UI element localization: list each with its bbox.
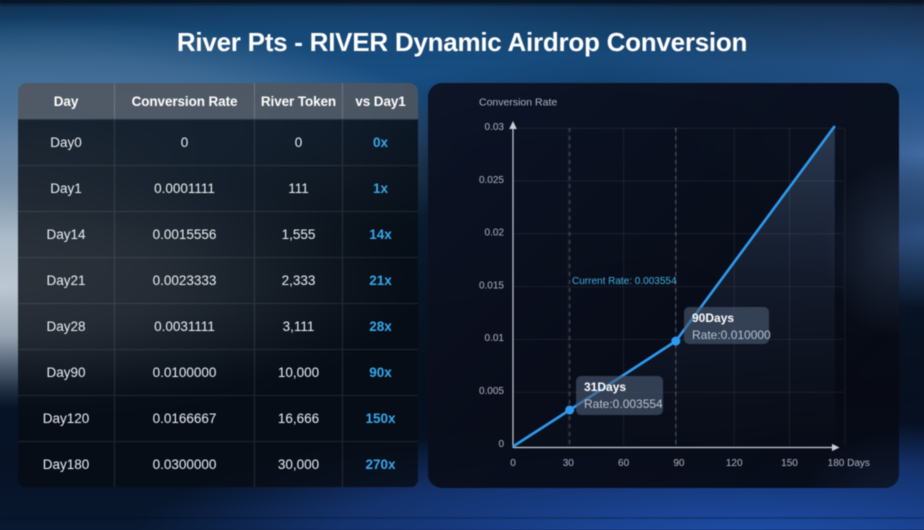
svg-text:0.025: 0.025 — [479, 175, 504, 186]
svg-text:0.03: 0.03 — [485, 122, 505, 133]
svg-text:150: 150 — [781, 458, 798, 469]
svg-text:31Days: 31Days — [584, 380, 626, 394]
svg-text:Current Rate: 0.003554: Current Rate: 0.003554 — [572, 276, 677, 287]
svg-text:120: 120 — [726, 458, 743, 469]
svg-text:90: 90 — [673, 458, 685, 469]
svg-text:Rate:0.003554: Rate:0.003554 — [584, 397, 663, 411]
svg-text:30: 30 — [563, 458, 575, 469]
svg-text:0.005: 0.005 — [479, 386, 504, 397]
svg-text:0.02: 0.02 — [485, 228, 505, 239]
svg-text:0.015: 0.015 — [479, 280, 504, 291]
svg-text:0: 0 — [510, 458, 516, 469]
svg-text:Rate:0.010000: Rate:0.010000 — [692, 328, 771, 342]
svg-text:180 Days: 180 Days — [828, 458, 870, 469]
svg-text:90Days: 90Days — [692, 311, 734, 325]
svg-text:60: 60 — [618, 458, 630, 469]
svg-text:0.01: 0.01 — [485, 333, 505, 344]
svg-text:0: 0 — [498, 439, 504, 450]
svg-text:Conversion Rate: Conversion Rate — [479, 97, 557, 109]
